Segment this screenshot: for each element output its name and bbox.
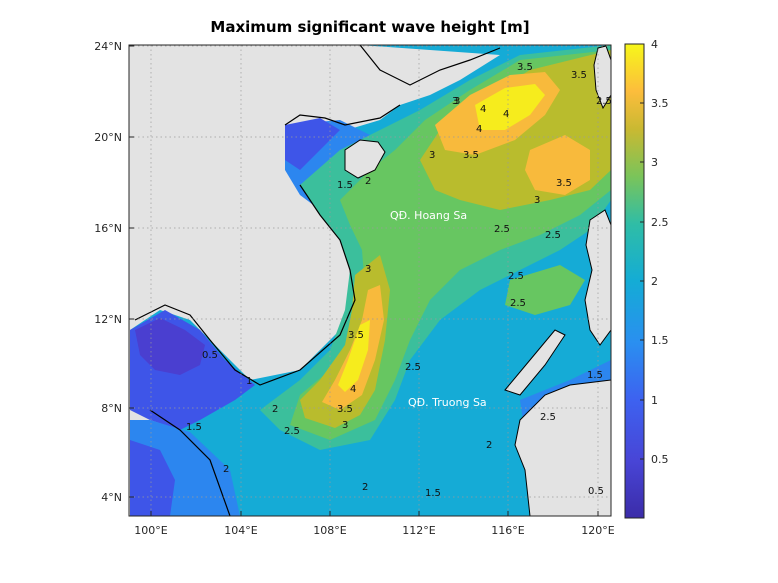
contour-label: 1.5 bbox=[186, 422, 202, 433]
lon-tick-label: 112°E bbox=[402, 524, 435, 537]
contour-label: 1.5 bbox=[587, 370, 603, 381]
lon-tick-label: 116°E bbox=[491, 524, 524, 537]
contour-label: 3.5 bbox=[463, 150, 479, 161]
map-frame bbox=[128, 44, 612, 517]
contour-label: 0.5 bbox=[588, 486, 604, 497]
lon-tick-label: 100°E bbox=[134, 524, 167, 537]
contour-label: 3.5 bbox=[556, 178, 572, 189]
contour-label: 2.5 bbox=[540, 412, 556, 423]
contour-label: 4 bbox=[476, 124, 482, 135]
contour-label: 3.5 bbox=[571, 70, 587, 81]
colorbar-tick-label: 2 bbox=[651, 275, 658, 288]
contour-label: 0.5 bbox=[202, 350, 218, 361]
contour-label: 2 bbox=[362, 482, 368, 493]
colorbar-tick-label: 1.5 bbox=[651, 334, 669, 347]
region-label-hoang-sa: QĐ. Hoang Sa bbox=[390, 209, 467, 222]
contour-label: 3 bbox=[365, 264, 371, 275]
contour-label: 3.5 bbox=[337, 404, 353, 415]
contour-label: 3 bbox=[534, 195, 540, 206]
contour-label: 2 bbox=[272, 404, 278, 415]
contour-label: 3 bbox=[429, 150, 435, 161]
map-title: Maximum significant wave height [m] bbox=[210, 18, 530, 36]
contour-label: 4 bbox=[503, 109, 509, 120]
contour-label: 2.5 bbox=[510, 298, 526, 309]
grid bbox=[129, 45, 611, 516]
contour-label: 3 bbox=[452, 96, 458, 107]
colorbar-tick-label: 4 bbox=[651, 38, 658, 51]
contour-label: 3.5 bbox=[517, 62, 533, 73]
contour-label: 3.5 bbox=[348, 330, 364, 341]
lon-tick-label: 120°E bbox=[581, 524, 614, 537]
colorbar-tick-label: 1 bbox=[651, 394, 658, 407]
lat-tick-label: 12°N bbox=[94, 313, 122, 326]
contour-label: 2.5 bbox=[545, 230, 561, 241]
lat-tick-label: 20°N bbox=[94, 131, 122, 144]
colorbar-tick-label: 3 bbox=[651, 156, 658, 169]
lon-tick-label: 108°E bbox=[313, 524, 346, 537]
contour-label: 1 bbox=[246, 376, 252, 387]
contour-labels: 3.5 4 3 3.5 3.5 3 2.5 1.5 3 3.5 4 2.5 2.… bbox=[186, 62, 612, 499]
contour-label: 3 bbox=[454, 96, 460, 107]
contour-label: 4 bbox=[350, 384, 356, 395]
map-area bbox=[129, 45, 611, 516]
contour-label: 3 bbox=[342, 420, 348, 431]
colorbar-tick-label: 0.5 bbox=[651, 453, 669, 466]
colorbar-tick-label: 2.5 bbox=[651, 216, 669, 229]
contour-label: 2 bbox=[223, 464, 229, 475]
contour-label: 2.5 bbox=[596, 96, 612, 107]
contour-label: 2.5 bbox=[405, 362, 421, 373]
colorbar: 4 3.5 3 2.5 2 1.5 1 0.5 bbox=[624, 38, 669, 519]
contour-label: 1.5 bbox=[337, 180, 353, 191]
contour-label: 1.5 bbox=[425, 488, 441, 499]
lat-tick-label: 4°N bbox=[101, 491, 122, 504]
lon-tick-label: 104°E bbox=[224, 524, 257, 537]
contour-label: 2.5 bbox=[494, 224, 510, 235]
region-label-truong-sa: QĐ. Truong Sa bbox=[408, 396, 487, 409]
contour-label: 2.5 bbox=[284, 426, 300, 437]
lat-tick-label: 16°N bbox=[94, 222, 122, 235]
lat-tick-label: 24°N bbox=[94, 40, 122, 53]
contour-label: 4 bbox=[480, 104, 486, 115]
contour-label: 2.5 bbox=[508, 271, 524, 282]
contour-label: 2 bbox=[365, 176, 371, 187]
contour-label: 2 bbox=[486, 440, 492, 451]
colorbar-tick-label: 3.5 bbox=[651, 97, 669, 110]
lat-tick-label: 8°N bbox=[101, 402, 122, 415]
